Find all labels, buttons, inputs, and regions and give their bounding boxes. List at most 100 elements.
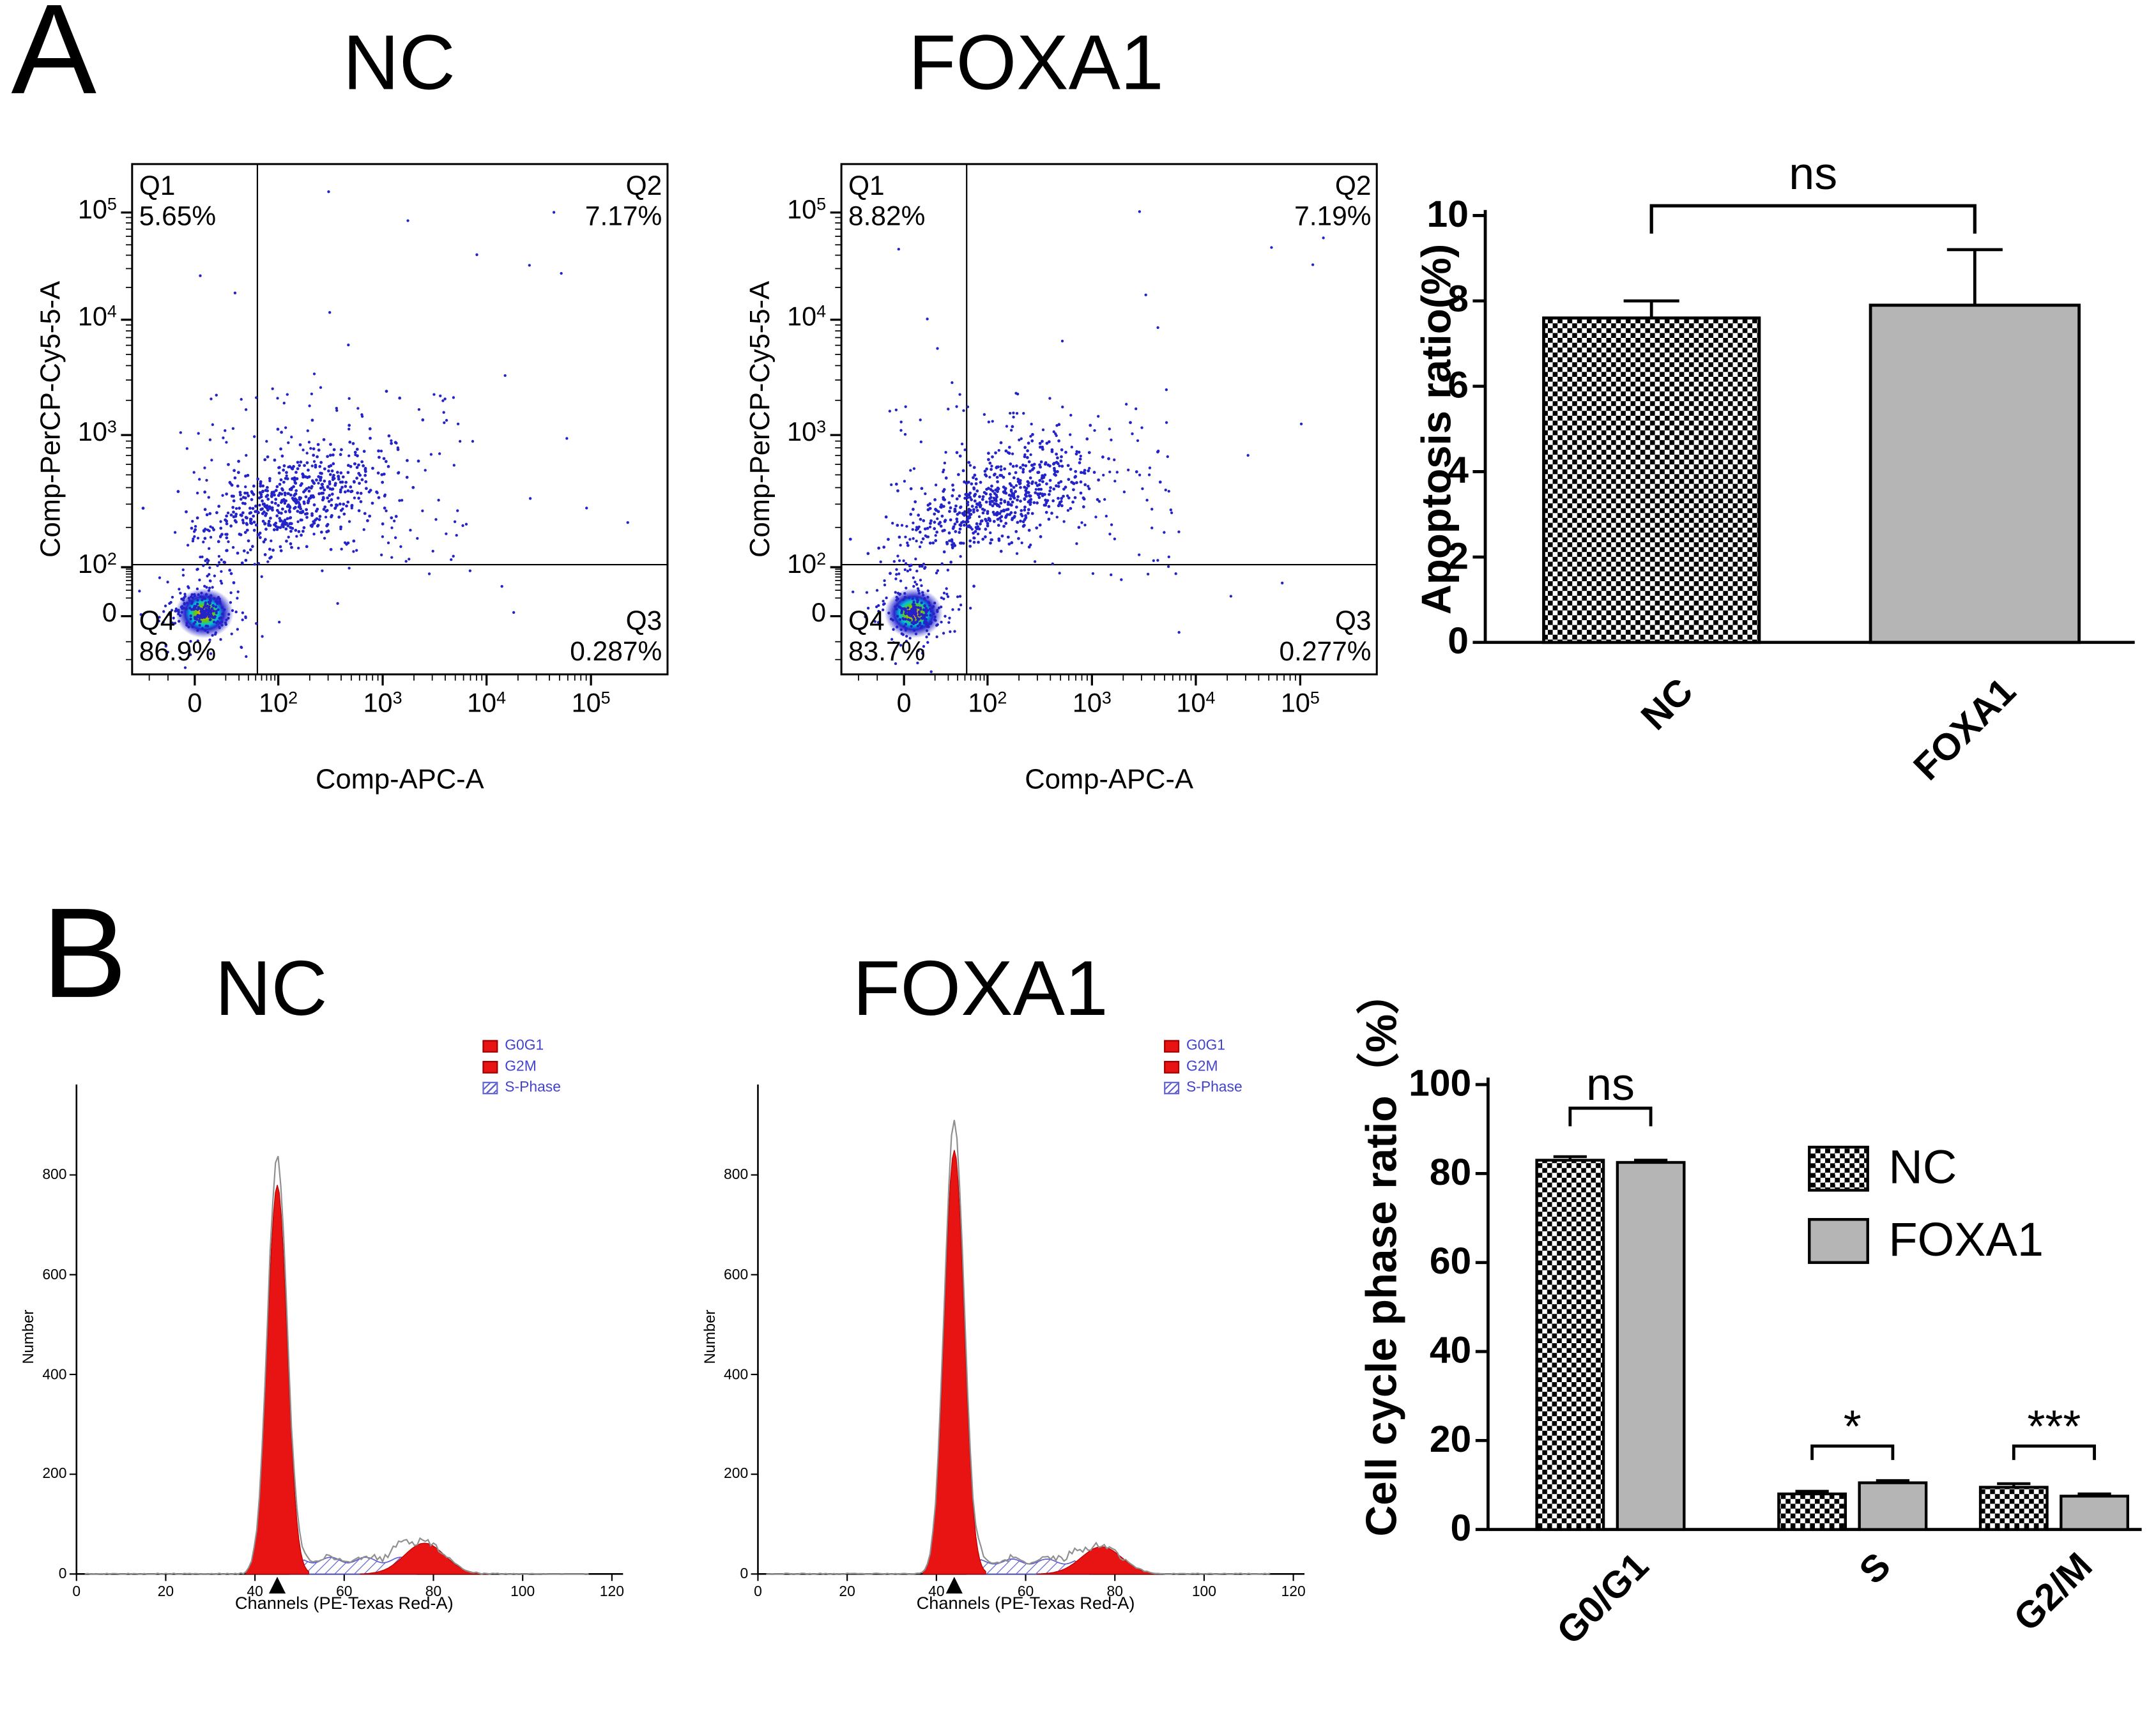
- apoptosis-bar-canvas: [1472, 204, 2135, 644]
- y-tick-label: 600: [42, 1266, 67, 1283]
- x-tick-label: 40: [928, 1583, 945, 1601]
- x-tick-label: 102: [259, 688, 298, 719]
- q1-label: Q1: [139, 171, 176, 202]
- panel-a-label: A: [11, 0, 97, 121]
- bar-FOXA1-G0/G1: [1616, 1161, 1686, 1531]
- x-tick-label: 105: [571, 688, 611, 719]
- y-tick-label: 103: [787, 416, 827, 448]
- g0g1-peak: [245, 1185, 309, 1575]
- nc-legend-label: NC: [1888, 1141, 1957, 1195]
- panel-b-label: B: [42, 883, 127, 1025]
- cycle-hist-canvas: [69, 1085, 623, 1594]
- q4-value: 86.9%: [139, 637, 217, 667]
- quadrant-q2: Q2 7.19%: [1294, 171, 1371, 232]
- significance-label: ns: [1789, 147, 1838, 199]
- panel-a-title-foxa1: FOXA1: [908, 18, 1164, 106]
- q2-value: 7.17%: [585, 201, 662, 232]
- raw-data-curve: [84, 1155, 589, 1575]
- g0g1-swatch-icon: [482, 1039, 498, 1053]
- panel-b-title-nc: NC: [215, 944, 328, 1032]
- legend-item-sphase: S-Phase: [1164, 1081, 1242, 1095]
- scatter-points: [138, 190, 629, 669]
- quadrant-q3: Q3 0.287%: [570, 606, 662, 667]
- y-tick-label: 0: [811, 599, 827, 629]
- x-tick-label: 100: [1191, 1583, 1216, 1601]
- legend-item-sphase: S-Phase: [482, 1081, 561, 1095]
- y-tick-label: 400: [42, 1366, 67, 1383]
- significance-label: ***: [2027, 1400, 2081, 1452]
- y-tick-label: 0: [1450, 1507, 1472, 1549]
- significance-bracket: [1810, 1444, 1895, 1460]
- q1-label: Q1: [848, 171, 885, 202]
- x-tick-label: 20: [157, 1583, 174, 1601]
- scatter-points: [848, 210, 1325, 673]
- g0g1-label: G0G1: [505, 1037, 544, 1054]
- legend-item-g2m: G2M: [482, 1058, 537, 1075]
- sphase-swatch-icon: [1164, 1081, 1180, 1094]
- q4-label: Q4: [139, 606, 176, 637]
- apoptosis-bar-chart: Apoptosis ratio(%) 0 2 4 6 8 10 NC FOXA1 ns: [1412, 133, 2156, 885]
- y-tick-label: 105: [77, 194, 117, 225]
- y-tick-label: 105: [787, 194, 827, 225]
- nc-swatch-icon: [1808, 1145, 1869, 1192]
- y-tick-label: 0: [102, 599, 117, 629]
- bar-FOXA1-S: [1858, 1481, 1928, 1531]
- y-tick-label: 80: [1429, 1151, 1472, 1193]
- x-tick-label: 80: [425, 1583, 442, 1601]
- flow-plot-foxa1: Q1 8.82% Q2 7.19% Q3 0.277% Q4 83.7% Com…: [745, 150, 1447, 818]
- significance-bracket: [2012, 1444, 2096, 1460]
- significance-label: ns: [1586, 1058, 1635, 1110]
- y-tick-label: 2: [1448, 535, 1469, 577]
- y-tick-label: 10: [1426, 193, 1469, 235]
- y-tick-label: 100: [1409, 1062, 1472, 1104]
- bar-FOXA1: [1869, 303, 2081, 644]
- x-tick-label: 103: [1072, 688, 1112, 719]
- quadrant-q4: Q4 86.9%: [139, 606, 216, 667]
- cycle-bar-chart: Cell cycle phase ratio（%） NC FOXA1 0 20 40…: [1328, 971, 2155, 1652]
- significance-bracket: [1649, 204, 1976, 234]
- y-tick-label: 103: [77, 416, 117, 448]
- x-tick-label: 40: [247, 1583, 263, 1601]
- y-tick-label: 200: [42, 1466, 67, 1483]
- bar-FOXA1-G2/M: [2060, 1495, 2129, 1531]
- peak-marker: [945, 1576, 963, 1594]
- bar-NC-G0/G1: [1535, 1159, 1605, 1531]
- quadrant-q2: Q2 7.17%: [585, 171, 662, 232]
- y-tick-label: 0: [740, 1565, 749, 1583]
- significance-label: *: [1843, 1400, 1862, 1452]
- g2m-swatch-icon: [1164, 1060, 1180, 1074]
- q3-label: Q3: [1334, 606, 1372, 637]
- y-tick-label: 60: [1429, 1240, 1472, 1283]
- flow-plot-nc: Q1 5.65% Q2 7.17% Q3 0.287% Q4 86.9% Com…: [36, 150, 737, 818]
- y-tick-label: 4: [1448, 449, 1469, 491]
- x-axis-label: Comp-APC-A: [316, 765, 484, 796]
- g2m-label: G2M: [505, 1058, 537, 1075]
- x-tick-label: 120: [599, 1583, 624, 1601]
- y-tick-label: 800: [42, 1166, 67, 1184]
- x-tick-label: 20: [839, 1583, 855, 1601]
- q4-value: 83.7%: [848, 637, 926, 667]
- y-tick-label: 200: [724, 1466, 749, 1483]
- x-tick-label: 103: [363, 688, 402, 719]
- figure: A NC FOXA1 Q1 5.65% Q2 7.17% Q3 0.287% Q…: [11, 0, 2156, 1653]
- panel-b-title-foxa1: FOXA1: [852, 944, 1108, 1032]
- y-tick-label: 800: [724, 1166, 749, 1184]
- x-axis-label: Channels (PE-Texas Red-A): [916, 1593, 1135, 1613]
- bar-NC-S: [1777, 1492, 1847, 1531]
- y-tick-label: 8: [1448, 278, 1469, 321]
- legend-item-g2m: G2M: [1164, 1060, 1218, 1074]
- x-tick-label: 120: [1281, 1583, 1306, 1601]
- q1-value: 8.82%: [848, 201, 926, 232]
- q3-value: 0.277%: [1279, 637, 1372, 667]
- quadrant-q4: Q4 83.7%: [848, 606, 925, 667]
- x-tick-label: 0: [187, 689, 203, 719]
- y-tick-label: 40: [1429, 1329, 1472, 1371]
- y-tick-label: 104: [77, 301, 117, 333]
- x-tick-label: 104: [467, 688, 507, 719]
- g0g1-label: G0G1: [1186, 1037, 1225, 1054]
- x-axis-label: Channels (PE-Texas Red-A): [234, 1593, 454, 1613]
- y-tick-label: 0: [58, 1565, 67, 1583]
- x-tick-label: 0: [896, 689, 912, 719]
- y-axis-label: Cell cycle phase ratio（%）: [1357, 971, 1406, 1537]
- cycle-hist-nc: G0G1 G2M S-Phase Channels (PE-Texas Red-…: [21, 1022, 682, 1620]
